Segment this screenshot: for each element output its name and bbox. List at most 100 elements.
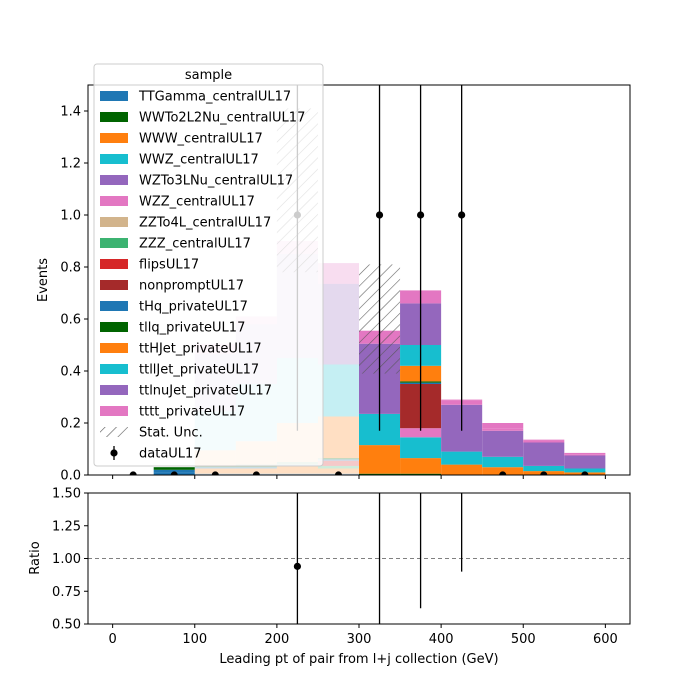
bar-segment bbox=[564, 454, 606, 456]
y-tick-label: 0.6 bbox=[60, 313, 81, 328]
bar-segment bbox=[317, 460, 359, 466]
legend-swatch bbox=[100, 217, 128, 227]
bar-segment bbox=[482, 423, 524, 429]
data-point bbox=[416, 211, 425, 219]
data-point bbox=[252, 471, 260, 475]
y-tick-label: 0.8 bbox=[60, 261, 81, 276]
legend-swatch bbox=[100, 322, 128, 332]
main-ticks: 0.0 0.2 0.4 0.6 0.8 1.0 1.2 1.4 bbox=[60, 105, 606, 484]
bar-segment bbox=[523, 440, 565, 443]
bar-segment bbox=[482, 430, 524, 457]
x-tick-label: 300 bbox=[347, 632, 372, 647]
bar-segment bbox=[153, 467, 195, 470]
bar-segment bbox=[276, 473, 318, 475]
data-point bbox=[581, 471, 589, 475]
bar-segment bbox=[482, 428, 524, 431]
legend: sample TTGamma_centralUL17 WWTo2L2Nu_centr… bbox=[93, 63, 324, 467]
bar-segment bbox=[441, 464, 483, 475]
bar-segment bbox=[317, 459, 359, 461]
x-tick-label: 0 bbox=[108, 632, 116, 647]
legend-label: ttlnuJet_privateUL17 bbox=[139, 384, 272, 399]
legend-swatch bbox=[100, 343, 128, 353]
legend-swatch bbox=[100, 154, 128, 164]
legend-label: nonpromptUL17 bbox=[139, 279, 244, 294]
y-tick-label: 0.2 bbox=[60, 417, 81, 432]
legend-swatch bbox=[100, 112, 128, 122]
legend-swatch bbox=[100, 364, 128, 374]
bar-segment bbox=[523, 442, 565, 466]
legend-swatch bbox=[100, 133, 128, 143]
x-axis-label: Leading pt of pair from l+j collection (… bbox=[219, 652, 498, 667]
legend-label: WWTo2L2Nu_centralUL17 bbox=[139, 111, 305, 126]
ratio-y-axis-label: Ratio bbox=[28, 541, 43, 574]
bar-segment bbox=[359, 445, 401, 474]
legend-swatch-hatch bbox=[100, 427, 128, 437]
x-tick-label: 600 bbox=[593, 632, 618, 647]
legend-label: TTGamma_centralUL17 bbox=[138, 90, 291, 105]
data-point bbox=[211, 471, 219, 475]
legend-label: ttllJet_privateUL17 bbox=[139, 363, 259, 378]
legend-data-marker bbox=[110, 449, 118, 457]
legend-label: Stat. Unc. bbox=[139, 426, 203, 441]
bar-segment bbox=[523, 439, 565, 441]
bar-segment bbox=[317, 364, 359, 417]
legend-swatch bbox=[100, 385, 128, 395]
bar-segment bbox=[482, 456, 524, 468]
legend-label: dataUL17 bbox=[139, 447, 202, 462]
bar-segment bbox=[317, 283, 359, 365]
legend-box bbox=[93, 63, 324, 467]
bar-segment bbox=[400, 437, 442, 459]
bar-segment bbox=[194, 465, 236, 468]
bar-segment bbox=[564, 455, 606, 469]
bar-segment bbox=[400, 473, 442, 475]
y-tick-label: 1.0 bbox=[60, 209, 81, 224]
x-tick-label: 200 bbox=[264, 632, 289, 647]
data-point bbox=[499, 471, 507, 475]
bar-segment bbox=[523, 465, 565, 472]
bar-segment bbox=[564, 468, 606, 473]
legend-label: tttt_privateUL17 bbox=[139, 405, 245, 420]
ratio-axes-frame bbox=[87, 492, 631, 625]
legend-label: ZZZ_centralUL17 bbox=[139, 237, 251, 252]
legend-swatch bbox=[100, 406, 128, 416]
ratio-point bbox=[293, 562, 302, 570]
legend-swatch bbox=[100, 238, 128, 248]
bar-segment bbox=[235, 468, 277, 474]
bar-segment bbox=[317, 458, 359, 460]
legend-swatch bbox=[100, 259, 128, 269]
legend-label: tHq_privateUL17 bbox=[139, 300, 248, 315]
y-tick-label: 1.2 bbox=[60, 157, 81, 172]
ratio-y-tick-label: 1.00 bbox=[52, 552, 81, 567]
bar-segment bbox=[317, 468, 359, 474]
bar-segment bbox=[441, 451, 483, 465]
legend-label: ZZTo4L_centralUL17 bbox=[139, 216, 271, 231]
bar-segment bbox=[564, 452, 606, 455]
x-tick-label: 400 bbox=[429, 632, 454, 647]
bar-segment bbox=[194, 468, 236, 474]
bar-segment bbox=[482, 467, 524, 475]
bar-segment bbox=[317, 263, 359, 284]
x-tick-label: 100 bbox=[182, 632, 207, 647]
ratio-panel: 0.500.751.001.251.500 100 200 300 400 500 600 … bbox=[28, 487, 631, 667]
main-y-axis-label: Events bbox=[36, 258, 51, 302]
ratio-y-tick-label: 1.25 bbox=[52, 519, 81, 534]
data-point bbox=[540, 471, 548, 475]
data-point bbox=[129, 471, 137, 475]
legend-swatch bbox=[100, 280, 128, 290]
data-point bbox=[458, 211, 466, 219]
ratio-ticks: 0.50 0.75 1.00 1.25 1.50 0 100 200 300 400 500 600 bbox=[52, 487, 618, 648]
legend-label: WZTo3LNu_centralUL17 bbox=[139, 174, 293, 189]
ratio-y-tick-label: 0.75 bbox=[52, 585, 81, 600]
legend-label: WZZ_centralUL17 bbox=[139, 195, 255, 210]
legend-label: WWZ_centralUL17 bbox=[139, 153, 259, 168]
legend-swatch bbox=[100, 301, 128, 311]
legend-swatch bbox=[100, 196, 128, 206]
legend-label: flipsUL17 bbox=[139, 258, 199, 273]
bar-segment bbox=[317, 416, 359, 459]
bar-segment bbox=[400, 428, 442, 438]
y-tick-label: 0.0 bbox=[60, 469, 81, 484]
bar-segment bbox=[276, 465, 318, 474]
legend-swatch bbox=[100, 175, 128, 185]
y-tick-label: 1.4 bbox=[60, 105, 81, 120]
